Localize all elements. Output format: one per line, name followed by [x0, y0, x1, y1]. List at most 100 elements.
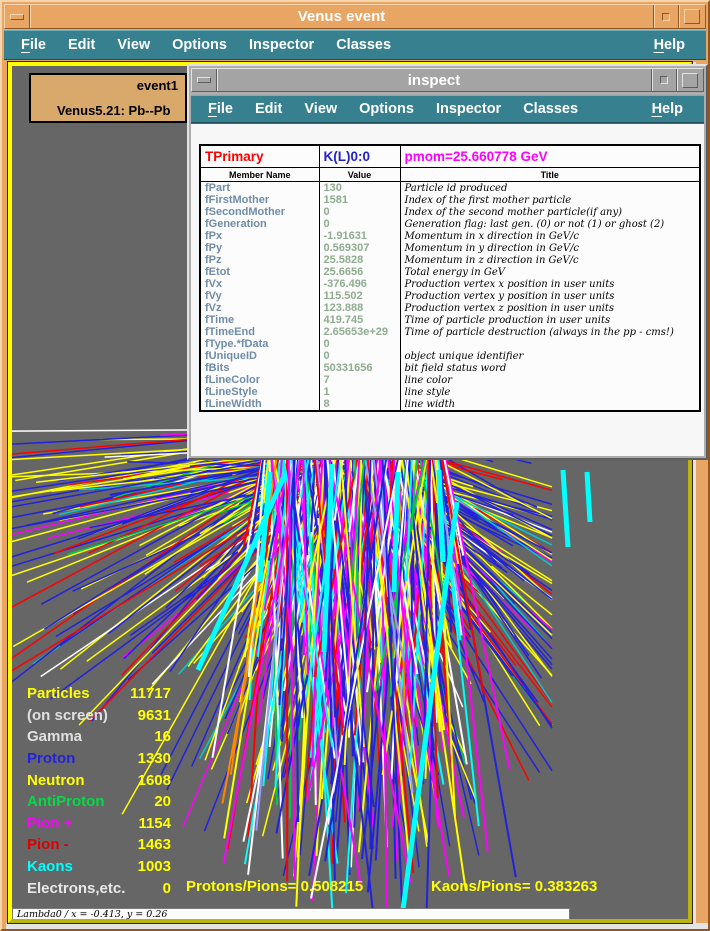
- member-name: fVx: [199, 278, 320, 290]
- event1-pad[interactable]: event1 Venus5.21: Pb--Pb: [29, 73, 187, 123]
- member-row[interactable]: fUniqueID 0 object unique identifier: [199, 350, 701, 362]
- status-bar: Lambda0 / x = -0.413, y = 0.26: [12, 908, 570, 920]
- menu-item-edit[interactable]: Edit: [67, 37, 96, 53]
- member-row[interactable]: fTime 419.745 Time of particle production …: [199, 314, 701, 326]
- member-name: fLineWidth: [199, 398, 320, 411]
- member-value: -376.496: [318, 278, 401, 290]
- member-row[interactable]: fLineStyle 1 line style: [199, 386, 701, 398]
- member-title: Time of particle production in user unit…: [399, 314, 701, 326]
- legend-label: Particles: [27, 685, 90, 703]
- member-value: 0.569307: [318, 242, 401, 254]
- frame-right-strip: [692, 62, 696, 923]
- member-name: fVz: [199, 302, 320, 314]
- menu-item-inspector[interactable]: Inspector: [248, 37, 315, 53]
- member-row[interactable]: fGeneration 0 Generation flag: last gen. (…: [199, 218, 701, 230]
- member-value: 50331656: [318, 362, 401, 374]
- member-row[interactable]: fTimeEnd 2.65653e+29 Time of particle dest…: [199, 326, 701, 338]
- member-title: Index of the second mother particle(if a…: [399, 206, 701, 218]
- member-value: 25.6656: [318, 266, 401, 278]
- member-row[interactable]: fBits 50331656 bit field status word: [199, 362, 701, 374]
- menu-item-file[interactable]: File: [208, 101, 233, 117]
- menu-item-options[interactable]: Options: [359, 101, 414, 117]
- restore-icon: [662, 12, 670, 21]
- menu-item-file[interactable]: File: [21, 37, 46, 53]
- maximize-icon: [684, 9, 700, 24]
- frame-bottom-strip: [6, 923, 708, 929]
- legend-count: 1608: [137, 771, 171, 789]
- member-name: fTimeEnd: [199, 326, 320, 338]
- legend-label: Neutron: [27, 771, 85, 789]
- member-row[interactable]: fVy 115.502 Production vertex y position i…: [199, 290, 701, 302]
- member-value: 0: [318, 218, 401, 230]
- menu-item-view[interactable]: View: [117, 37, 151, 53]
- member-row[interactable]: fPart 130 Particle id produced: [199, 181, 701, 194]
- inspect-window: inspect File Edit View Options Inspector Clas…: [187, 64, 708, 460]
- member-name: fSecondMother: [199, 206, 320, 218]
- inspect-menu-bar: File Edit View Options Inspector Classes Help: [191, 95, 704, 123]
- member-row[interactable]: fVx -376.496 Production vertex x position …: [199, 278, 701, 290]
- legend-count: 1003: [137, 858, 171, 876]
- legend-row: Pion + 1154: [27, 813, 171, 835]
- menu-item-help[interactable]: Help: [651, 101, 683, 117]
- member-row[interactable]: fVz 123.888 Production vertex z position i…: [199, 302, 701, 314]
- member-name: fBits: [199, 362, 320, 374]
- member-name: fUniqueID: [199, 350, 320, 362]
- member-title: Momentum in x direction in GeV/c: [399, 230, 701, 242]
- legend-label: Kaons: [27, 858, 73, 876]
- menu-item-inspector[interactable]: Inspector: [435, 101, 502, 117]
- legend-row: Kaons 1003: [27, 856, 171, 878]
- member-title: Momentum in y direction in GeV/c: [399, 242, 701, 254]
- menu-item-view[interactable]: View: [304, 101, 338, 117]
- member-value: 7: [318, 374, 401, 386]
- member-row[interactable]: fPy 0.569307 Momentum in y direction in Ge…: [199, 242, 701, 254]
- member-title: Momentum in z direction in GeV/c: [399, 254, 701, 266]
- legend-count: 1330: [137, 750, 171, 768]
- maximize-icon: [682, 72, 698, 88]
- maximize-button[interactable]: [678, 5, 705, 28]
- member-value: 115.502: [318, 290, 401, 302]
- member-value: 2.65653e+29: [318, 326, 401, 338]
- member-row[interactable]: fLineWidth 8 line width: [199, 398, 701, 411]
- member-title: Total energy in GeV: [399, 266, 701, 278]
- status-text: Lambda0 / x = -0.413, y = 0.26: [17, 909, 168, 920]
- inspect-minimize-button[interactable]: [192, 69, 217, 91]
- member-title: line color: [399, 374, 701, 386]
- member-row[interactable]: fType.*fData 0: [199, 338, 701, 350]
- member-title: Time of particle destruction (always in …: [399, 326, 701, 338]
- legend-row: Gamma 16: [27, 726, 171, 748]
- menu-item-edit[interactable]: Edit: [254, 101, 283, 117]
- menu-item-classes[interactable]: Classes: [523, 101, 579, 117]
- class-name: TPrimary: [199, 145, 320, 168]
- member-name: fFirstMother: [199, 194, 320, 206]
- member-title: Production vertex y position in user uni…: [399, 290, 701, 302]
- menu-item-classes[interactable]: Classes: [336, 37, 392, 53]
- member-row[interactable]: fFirstMother 1581 Index of the first mothe…: [199, 194, 701, 206]
- legend-row: Pion - 1463: [27, 834, 171, 856]
- inspect-restore-button[interactable]: [651, 69, 676, 91]
- window-title: Venus event: [297, 8, 386, 25]
- menu-item-options[interactable]: Options: [172, 37, 227, 53]
- member-name: fGeneration: [199, 218, 320, 230]
- member-value: 0: [318, 338, 401, 350]
- member-row[interactable]: fEtot 25.6656 Total energy in GeV: [199, 266, 701, 278]
- minimize-button[interactable]: [5, 5, 30, 28]
- menu-item-help[interactable]: Help: [653, 37, 685, 53]
- inspect-content: TPrimary K(L)0:0 pmom=25.660778 GeV Memb…: [191, 123, 704, 456]
- legend-count: 1463: [137, 836, 171, 854]
- legend-label: Pion +: [27, 814, 73, 832]
- legend-row: Proton 1330: [27, 748, 171, 770]
- member-row[interactable]: fPz 25.5828 Momentum in z direction in GeV…: [199, 254, 701, 266]
- member-title: line style: [399, 386, 701, 398]
- restore-button[interactable]: [653, 5, 678, 28]
- particle-momentum: pmom=25.660778 GeV: [399, 145, 701, 168]
- inspect-menu-bar-wrap: File Edit View Options Inspector Classes Help: [191, 95, 704, 123]
- legend-label: Proton: [27, 750, 76, 768]
- inspect-maximize-button[interactable]: [676, 69, 703, 91]
- member-row[interactable]: fLineColor 7 line color: [199, 374, 701, 386]
- member-row[interactable]: fSecondMother 0 Index of the second mother…: [199, 206, 701, 218]
- legend-label: Electrons,etc.: [27, 879, 126, 897]
- member-row[interactable]: fPx -1.91631 Momentum in x direction in Ge…: [199, 230, 701, 242]
- member-title: object unique identifier: [399, 350, 701, 362]
- legend: Particles 11717 (on screen) 9631 Gamma 16 Prot…: [27, 683, 171, 899]
